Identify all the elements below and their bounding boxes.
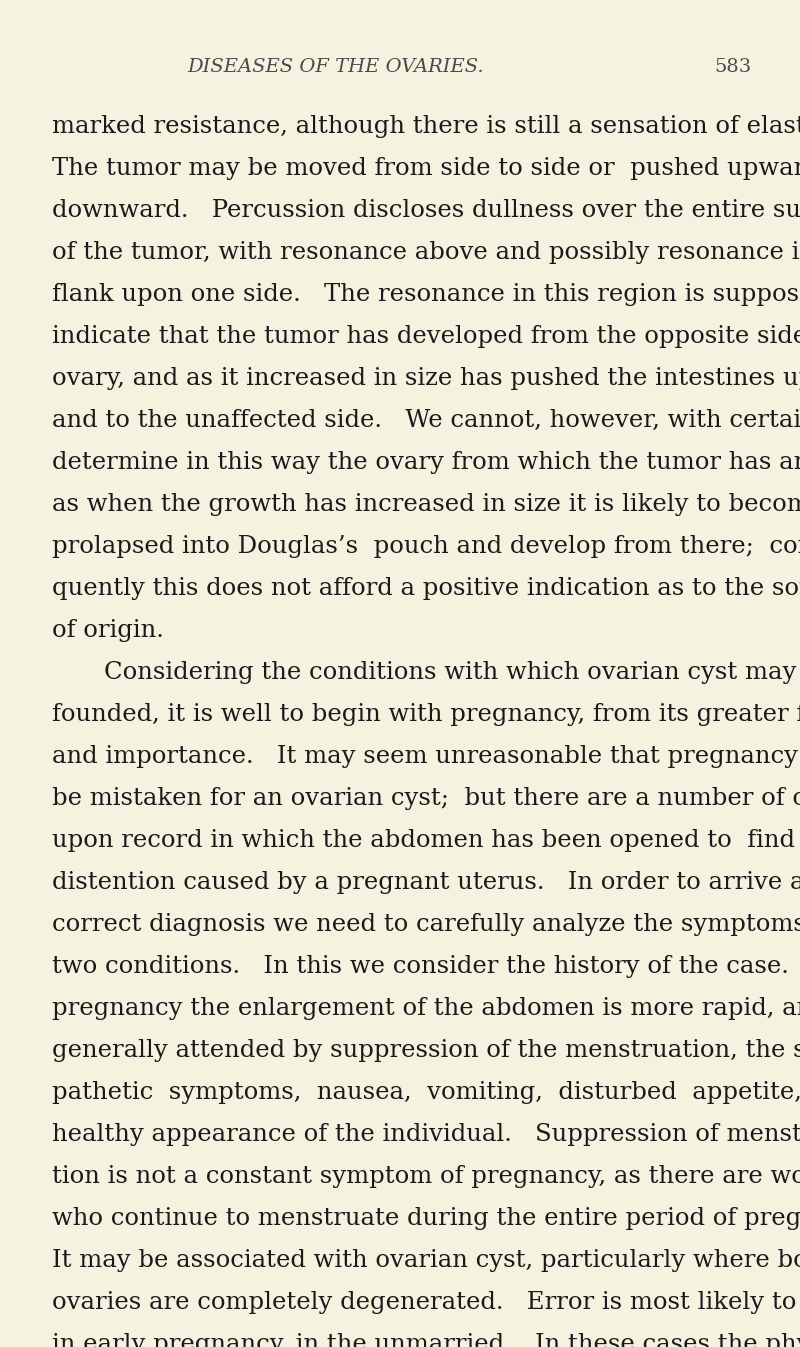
Text: be mistaken for an ovarian cyst;  but there are a number of cases: be mistaken for an ovarian cyst; but the… xyxy=(52,787,800,810)
Text: healthy appearance of the individual.   Suppression of menstrua-: healthy appearance of the individual. Su… xyxy=(52,1123,800,1146)
Text: prolapsed into Douglas’s  pouch and develop from there;  conse-: prolapsed into Douglas’s pouch and devel… xyxy=(52,535,800,558)
Text: The tumor may be moved from side to side or  pushed upward and: The tumor may be moved from side to side… xyxy=(52,158,800,180)
Text: correct diagnosis we need to carefully analyze the symptoms of the: correct diagnosis we need to carefully a… xyxy=(52,913,800,936)
Text: downward.   Percussion discloses dullness over the entire surface: downward. Percussion discloses dullness … xyxy=(52,199,800,222)
Text: Considering the conditions with which ovarian cyst may be con-: Considering the conditions with which ov… xyxy=(104,661,800,684)
Text: upon record in which the abdomen has been opened to  find the: upon record in which the abdomen has bee… xyxy=(52,828,800,853)
Text: quently this does not afford a positive indication as to the source: quently this does not afford a positive … xyxy=(52,577,800,599)
Text: indicate that the tumor has developed from the opposite side or: indicate that the tumor has developed fr… xyxy=(52,325,800,348)
Text: tion is not a constant symptom of pregnancy, as there are women: tion is not a constant symptom of pregna… xyxy=(52,1165,800,1188)
Text: ovary, and as it increased in size has pushed the intestines upward: ovary, and as it increased in size has p… xyxy=(52,366,800,391)
Text: pregnancy the enlargement of the abdomen is more rapid, and is: pregnancy the enlargement of the abdomen… xyxy=(52,997,800,1020)
Text: flank upon one side.   The resonance in this region is supposed to: flank upon one side. The resonance in th… xyxy=(52,283,800,306)
Text: marked resistance, although there is still a sensation of elasticity.: marked resistance, although there is sti… xyxy=(52,114,800,137)
Text: two conditions.   In this we consider the history of the case.   In: two conditions. In this we consider the … xyxy=(52,955,800,978)
Text: of origin.: of origin. xyxy=(52,620,164,643)
Text: generally attended by suppression of the menstruation, the sym-: generally attended by suppression of the… xyxy=(52,1039,800,1061)
Text: founded, it is well to begin with pregnancy, from its greater frequency: founded, it is well to begin with pregna… xyxy=(52,703,800,726)
Text: who continue to menstruate during the entire period of pregnancy.: who continue to menstruate during the en… xyxy=(52,1207,800,1230)
Text: DISEASES OF THE OVARIES.: DISEASES OF THE OVARIES. xyxy=(188,58,484,75)
Text: and to the unaffected side.   We cannot, however, with certainty: and to the unaffected side. We cannot, h… xyxy=(52,409,800,432)
Text: and importance.   It may seem unreasonable that pregnancy should: and importance. It may seem unreasonable… xyxy=(52,745,800,768)
Text: determine in this way the ovary from which the tumor has arisen,: determine in this way the ovary from whi… xyxy=(52,451,800,474)
Text: 583: 583 xyxy=(714,58,752,75)
Text: pathetic  symptoms,  nausea,  vomiting,  disturbed  appetite,  and a: pathetic symptoms, nausea, vomiting, dis… xyxy=(52,1082,800,1105)
Text: distention caused by a pregnant uterus.   In order to arrive at a: distention caused by a pregnant uterus. … xyxy=(52,872,800,894)
Text: ovaries are completely degenerated.   Error is most likely to occur,: ovaries are completely degenerated. Erro… xyxy=(52,1290,800,1315)
Text: in early pregnancy, in the unmarried.   In these cases the physician: in early pregnancy, in the unmarried. In… xyxy=(52,1334,800,1347)
Text: as when the growth has increased in size it is likely to become: as when the growth has increased in size… xyxy=(52,493,800,516)
Text: It may be associated with ovarian cyst, particularly where both: It may be associated with ovarian cyst, … xyxy=(52,1249,800,1272)
Text: of the tumor, with resonance above and possibly resonance in the: of the tumor, with resonance above and p… xyxy=(52,241,800,264)
